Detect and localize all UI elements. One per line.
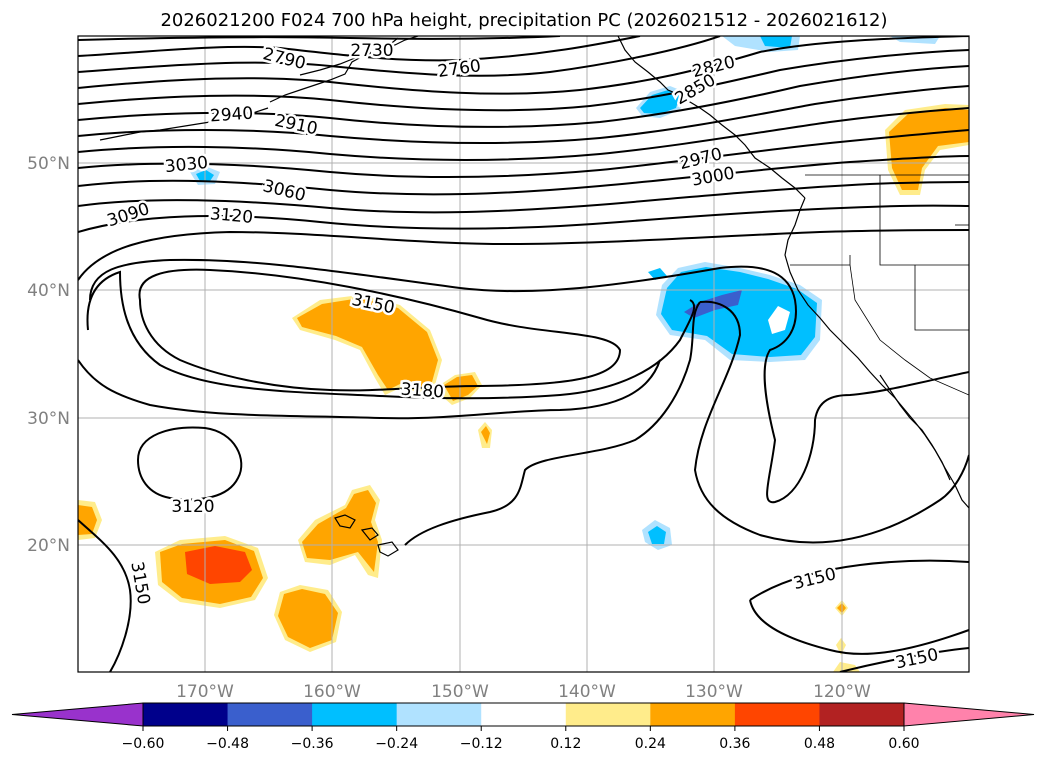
colorbar-tick-label: −0.60 — [122, 736, 165, 752]
contour-label: 3180 — [400, 380, 445, 403]
colorbar-tick-label: 0.12 — [550, 736, 581, 752]
colorbar-frame — [142, 702, 905, 727]
colorbar-extend-low — [11, 702, 144, 727]
lat-tick-label: 40°N — [27, 281, 70, 301]
colorbar-swatch — [312, 703, 398, 726]
colorbar-tick-label: 0.60 — [888, 736, 919, 752]
lon-tick-label: 170°W — [176, 682, 234, 702]
lat-tick-label: 20°N — [27, 536, 70, 556]
colorbar-swatch — [650, 703, 736, 726]
political-borders — [790, 174, 969, 396]
contour-label: 3120 — [171, 497, 214, 517]
colorbar-tick-label: 0.36 — [719, 736, 750, 752]
colorbar-extend-high — [903, 702, 1035, 727]
colorbar-swatch — [227, 703, 313, 726]
colorbar-tick-label: 0.48 — [804, 736, 835, 752]
colorbar-tick-label: −0.24 — [375, 736, 418, 752]
colorbar-tick-label: 0.24 — [635, 736, 666, 752]
colorbar-tick-label: −0.12 — [460, 736, 503, 752]
map-title: 2026021200 F024 700 hPa height, precipit… — [160, 10, 887, 31]
lon-tick-label: 150°W — [431, 682, 489, 702]
colorbar: −0.60 −0.48 −0.36 −0.24 −0.12 0.12 0.24 0.36 0.4… — [11, 702, 1035, 752]
colorbar-swatch — [481, 703, 567, 726]
lat-tick-label: 50°N — [27, 154, 70, 174]
lat-axis: 50°N 40°N 30°N 20°N — [27, 154, 70, 556]
colorbar-swatch — [565, 703, 651, 726]
map-frame — [77, 35, 970, 673]
lat-tick-label: 30°N — [27, 409, 70, 429]
lon-axis: 170°W 160°W 150°W 140°W 130°W 120°W — [176, 682, 871, 702]
lon-tick-label: 130°W — [685, 682, 743, 702]
colorbar-tick-label: −0.48 — [206, 736, 249, 752]
height-contours — [78, 36, 969, 672]
colorbar-swatch — [143, 703, 229, 726]
colorbar-swatch — [396, 703, 482, 726]
contour-label: 2940 — [209, 104, 254, 127]
precip-positive-shading — [78, 104, 969, 672]
lon-tick-label: 140°W — [558, 682, 616, 702]
lon-tick-label: 160°W — [303, 682, 361, 702]
lon-tick-label: 120°W — [813, 682, 871, 702]
contour-label: 2730 — [350, 41, 393, 61]
colorbar-swatch — [734, 703, 820, 726]
colorbar-tick-label: −0.36 — [291, 736, 334, 752]
colorbar-swatch — [819, 703, 905, 726]
contour-label: 3120 — [209, 204, 254, 228]
